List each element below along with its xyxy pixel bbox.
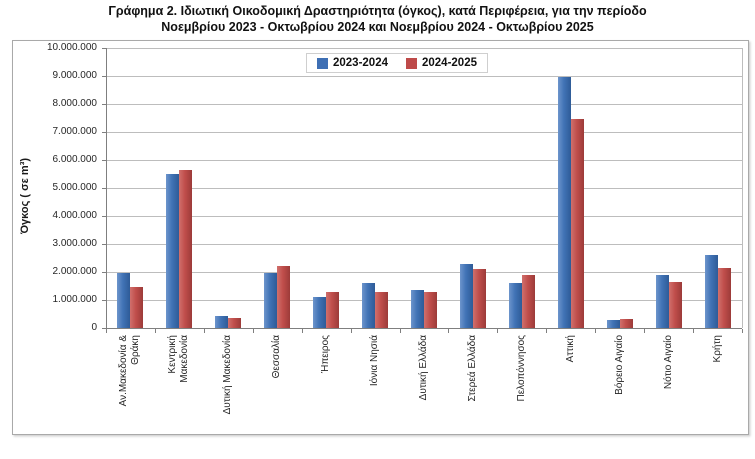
y-tick-label: 2.000.000 [52,266,98,277]
gridline [106,272,742,273]
y-axis-line [106,48,107,329]
gridline [106,244,742,245]
legend-item-2024-2025: 2024-2025 [406,57,477,69]
y-tick [102,328,106,329]
y-tick-label: 6.000.000 [52,154,98,165]
y-tick [102,244,106,245]
y-tick-label: 4.000.000 [52,210,98,221]
x-tick [204,329,205,333]
x-axis-line [106,328,742,329]
bar-2023-2024 [607,320,620,328]
x-category-label: Ήπειρος [320,335,332,374]
bar-2023-2024 [411,290,424,328]
y-tick-label: 1.000.000 [52,294,98,305]
x-category-label: Νότιο Αιγαίο [662,335,674,390]
bar-2024-2025 [571,119,584,328]
x-tick [644,329,645,333]
y-tick [102,132,106,133]
y-tick [102,160,106,161]
x-tick [595,329,596,333]
bar-2023-2024 [117,273,130,328]
y-tick [102,188,106,189]
x-category-label: Κεντρική Μακεδονία [167,335,191,383]
x-tick [106,329,107,333]
x-tick [742,329,743,333]
bar-2023-2024 [558,77,571,328]
legend: 2023-2024 2024-2025 [306,53,488,73]
bar-2024-2025 [375,292,388,328]
page-title: Γράφημα 2. Ιδιωτική Οικοδομική Δραστηριό… [0,3,755,35]
x-category-label: Στερεά Ελλάδα [466,335,478,402]
x-tick [497,329,498,333]
bar-2024-2025 [326,292,339,328]
bar-2023-2024 [460,264,473,328]
x-tick [155,329,156,333]
y-tick-label: 3.000.000 [52,238,98,249]
gridline [106,188,742,189]
bar-2023-2024 [656,275,669,328]
y-tick-label: 7.000.000 [52,126,98,137]
bar-2023-2024 [264,273,277,328]
gridline [106,104,742,105]
bar-2024-2025 [669,282,682,328]
y-tick-label: 0 [91,322,97,333]
x-category-label: Πελοπόννησος [515,335,527,402]
bar-2024-2025 [522,275,535,328]
x-category-label: Κρήτη [711,335,723,363]
bar-2023-2024 [166,174,179,328]
gridline [106,160,742,161]
x-category-label: Αττική [564,335,576,363]
y-tick-label: 8.000.000 [52,98,98,109]
bar-2023-2024 [215,316,228,328]
bar-2023-2024 [509,283,522,328]
y-tick [102,104,106,105]
chart-frame: 2023-2024 2024-2025 Όγκος ( σε m³) 0 1.00… [12,40,749,435]
x-tick [302,329,303,333]
y-tick [102,48,106,49]
y-tick-label: 5.000.000 [52,182,98,193]
bar-2024-2025 [130,287,143,328]
legend-label-2024-2025: 2024-2025 [422,57,477,69]
y-tick [102,216,106,217]
x-category-label: Ιόνια Νησιά [369,335,381,387]
y-tick-label: 10.000.000 [46,42,97,53]
x-category-label: Δυτική Ελλάδα [418,335,429,401]
y-tick [102,76,106,77]
bar-2023-2024 [313,297,326,328]
gridline [106,76,742,77]
bar-2023-2024 [705,255,718,328]
x-tick [448,329,449,333]
bar-2024-2025 [179,170,192,328]
x-tick [693,329,694,333]
x-category-label: Δυτική Μακεδονία [222,335,234,415]
y-tick [102,272,106,273]
bar-2024-2025 [473,269,486,328]
gridline [106,132,742,133]
x-tick [400,329,401,333]
x-category-label: Θεσσαλία [271,335,283,379]
x-category-label: Βόρειο Αιγαίο [613,335,625,395]
legend-swatch-2023-2024 [317,57,328,69]
bar-2023-2024 [362,283,375,328]
y-tick [102,300,106,301]
title-line-1: Γράφημα 2. Ιδιωτική Οικοδομική Δραστηριό… [108,4,647,18]
x-category-label: Αν.Μακεδονία & Θράκη [118,335,142,407]
x-tick [253,329,254,333]
x-tick [546,329,547,333]
bar-2024-2025 [718,268,731,328]
legend-swatch-2024-2025 [406,57,417,69]
gridline [106,48,742,49]
gridline [106,216,742,217]
bar-2024-2025 [277,266,290,328]
legend-item-2023-2024: 2023-2024 [317,57,388,69]
y-tick-label: 9.000.000 [52,70,98,81]
bar-2024-2025 [424,292,437,328]
bar-2024-2025 [228,318,241,328]
title-line-2: Νοεμβρίου 2023 - Οκτωβρίου 2024 και Νοεμ… [161,20,594,34]
x-tick [351,329,352,333]
legend-label-2023-2024: 2023-2024 [333,57,388,69]
bar-2024-2025 [620,319,633,328]
plot-right-border [742,48,743,328]
